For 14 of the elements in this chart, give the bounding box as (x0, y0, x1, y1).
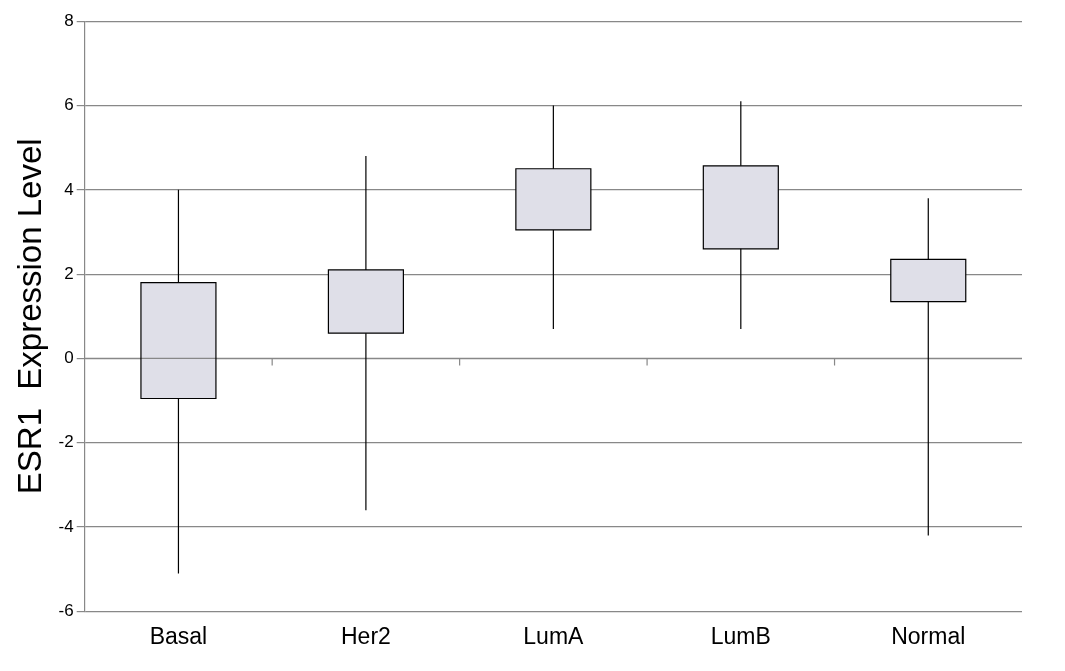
y-tick-label: 6 (64, 95, 74, 115)
y-tick-label: -2 (58, 432, 74, 452)
x-tick-label: Normal (891, 622, 966, 649)
y-tick-label: -6 (58, 601, 74, 621)
y-axis-title: ESR1 Expression Level (10, 138, 48, 495)
y-tick-label: 2 (64, 263, 74, 283)
x-tick-label: LumA (523, 622, 585, 649)
y-tick-label: -4 (58, 516, 74, 536)
x-tick-label: Her2 (340, 622, 391, 649)
x-tick-label: Basal (149, 622, 208, 649)
y-tick-label: 8 (64, 10, 74, 30)
y-tick-label: 0 (64, 348, 74, 368)
x-tick-label: LumB (710, 622, 771, 649)
y-tick-label: 4 (64, 179, 74, 199)
